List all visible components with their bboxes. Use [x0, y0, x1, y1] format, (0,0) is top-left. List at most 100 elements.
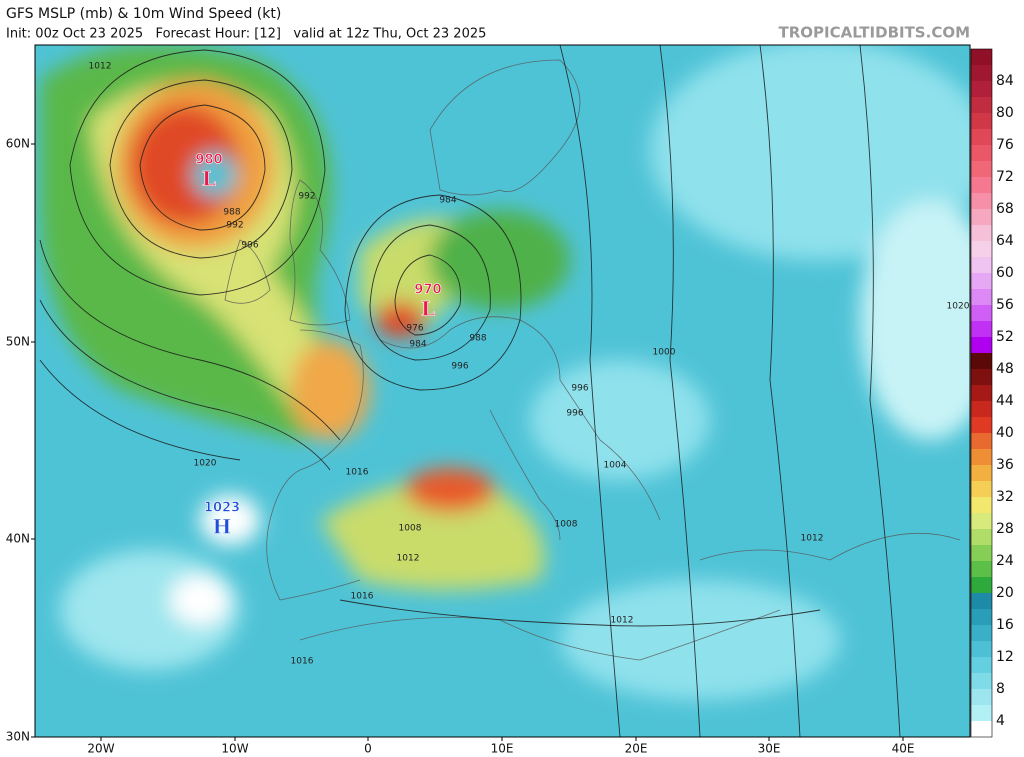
isobar-label: 1012	[89, 62, 112, 72]
title: GFS MSLP (mb) & 10m Wind Speed (kt)	[6, 6, 281, 22]
colorbar-label: 48	[996, 361, 1014, 377]
isobar-label: 996	[566, 409, 583, 419]
colorbar-swatch	[971, 369, 992, 385]
colorbar-swatch	[971, 273, 992, 289]
colorbar-swatch	[971, 577, 992, 593]
colorbar-label: 36	[996, 457, 1014, 473]
lat-label: 50N	[6, 335, 30, 349]
isobar-label: 1008	[399, 524, 422, 534]
isobar-label: 988	[223, 208, 240, 218]
colorbar-swatch	[971, 385, 992, 401]
colorbar-swatch	[971, 721, 992, 737]
colorbar-label: 28	[996, 521, 1014, 537]
isobar-label: 988	[469, 334, 486, 344]
isobar-label: 976	[406, 324, 423, 334]
colorbar-swatch	[971, 545, 992, 561]
colorbar-label: 44	[996, 393, 1014, 409]
colorbar-swatch	[971, 561, 992, 577]
colorbar-swatch	[971, 225, 992, 241]
colorbar-label: 24	[996, 553, 1014, 569]
colorbar-swatch	[971, 241, 992, 257]
colorbar-swatch	[971, 673, 992, 689]
colorbar-swatch	[971, 497, 992, 513]
lon-label: 20E	[625, 742, 648, 756]
isobar-label: 1008	[555, 520, 578, 530]
colorbar-swatch	[971, 305, 992, 321]
center-letter: L	[202, 167, 216, 191]
colorbar-label: 40	[996, 425, 1014, 441]
isobar-label: 1016	[346, 468, 369, 478]
colorbar-swatch	[971, 289, 992, 305]
isobar-label: 996	[241, 241, 258, 251]
colorbar-swatch	[971, 145, 992, 161]
map	[35, 45, 970, 737]
isobar-label: 984	[409, 340, 426, 350]
colorbar-swatch	[971, 321, 992, 337]
colorbar-label: 80	[996, 105, 1014, 121]
center-letter: H	[213, 515, 232, 539]
colorbar-swatch	[971, 593, 992, 609]
lon-label: 10W	[221, 742, 248, 756]
colorbar-label: 72	[996, 169, 1014, 185]
colorbar-label: 20	[996, 585, 1014, 601]
isobar-label: 1012	[611, 616, 634, 626]
isobar-label: 992	[226, 221, 243, 231]
colorbar-swatch	[971, 641, 992, 657]
colorbar-label: 64	[996, 233, 1014, 249]
lat-label: 40N	[6, 532, 30, 546]
colorbar-swatch	[971, 65, 992, 81]
isobar-label: 1016	[351, 592, 374, 602]
colorbar-label: 84	[996, 73, 1014, 89]
colorbar-swatch	[971, 513, 992, 529]
center-letter: L	[421, 297, 435, 321]
colorbar-frame	[970, 48, 993, 738]
isobar-label: 984	[439, 196, 456, 206]
isobar-label: 1012	[397, 554, 420, 564]
isobar-label: 1004	[604, 461, 627, 471]
colorbar-swatch	[971, 689, 992, 705]
isobar-label: 992	[298, 192, 315, 202]
colorbar-swatch	[971, 465, 992, 481]
colorbar-label: 4	[996, 713, 1005, 729]
colorbar-swatch	[971, 449, 992, 465]
colorbar-swatch	[971, 625, 992, 641]
colorbar-swatch	[971, 113, 992, 129]
colorbar-swatch	[971, 657, 992, 673]
colorbar-swatch	[971, 209, 992, 225]
lon-label: 40E	[892, 742, 915, 756]
isobar-label: 1000	[653, 348, 676, 358]
subtitle: Init: 00z Oct 23 2025 Forecast Hour: [12…	[6, 27, 486, 42]
colorbar-swatch	[971, 481, 992, 497]
lon-label: 10E	[491, 742, 514, 756]
lat-label: 60N	[6, 137, 30, 151]
isobar-label: 996	[451, 362, 468, 372]
colorbar-label: 56	[996, 297, 1014, 313]
colorbar-swatch	[971, 177, 992, 193]
colorbar-swatch	[971, 433, 992, 449]
colorbar-swatch	[971, 353, 992, 369]
colorbar-swatch	[971, 609, 992, 625]
colorbar-label: 60	[996, 265, 1014, 281]
center-pressure: 1023	[204, 501, 240, 516]
colorbar-label: 76	[996, 137, 1014, 153]
isobar-label: 996	[571, 384, 588, 394]
isobar-label: 1020	[947, 302, 970, 312]
colorbar-swatch	[971, 337, 992, 353]
colorbar-swatch	[971, 49, 992, 65]
coastlines	[224, 59, 961, 661]
colorbar-label: 8	[996, 681, 1005, 697]
isobar-label: 1012	[801, 534, 824, 544]
colorbar-swatch	[971, 161, 992, 177]
colorbar-swatch	[971, 401, 992, 417]
colorbar-swatch	[971, 193, 992, 209]
isobar-label: 1020	[194, 459, 217, 469]
colorbar-label: 32	[996, 489, 1014, 505]
center-pressure: 970	[414, 283, 441, 298]
site-credit: TROPICALTIDBITS.COM	[779, 24, 971, 42]
lon-label: 20W	[87, 742, 114, 756]
lon-label: 30E	[758, 742, 781, 756]
colorbar-swatch	[971, 257, 992, 273]
colorbar-swatch	[971, 705, 992, 721]
